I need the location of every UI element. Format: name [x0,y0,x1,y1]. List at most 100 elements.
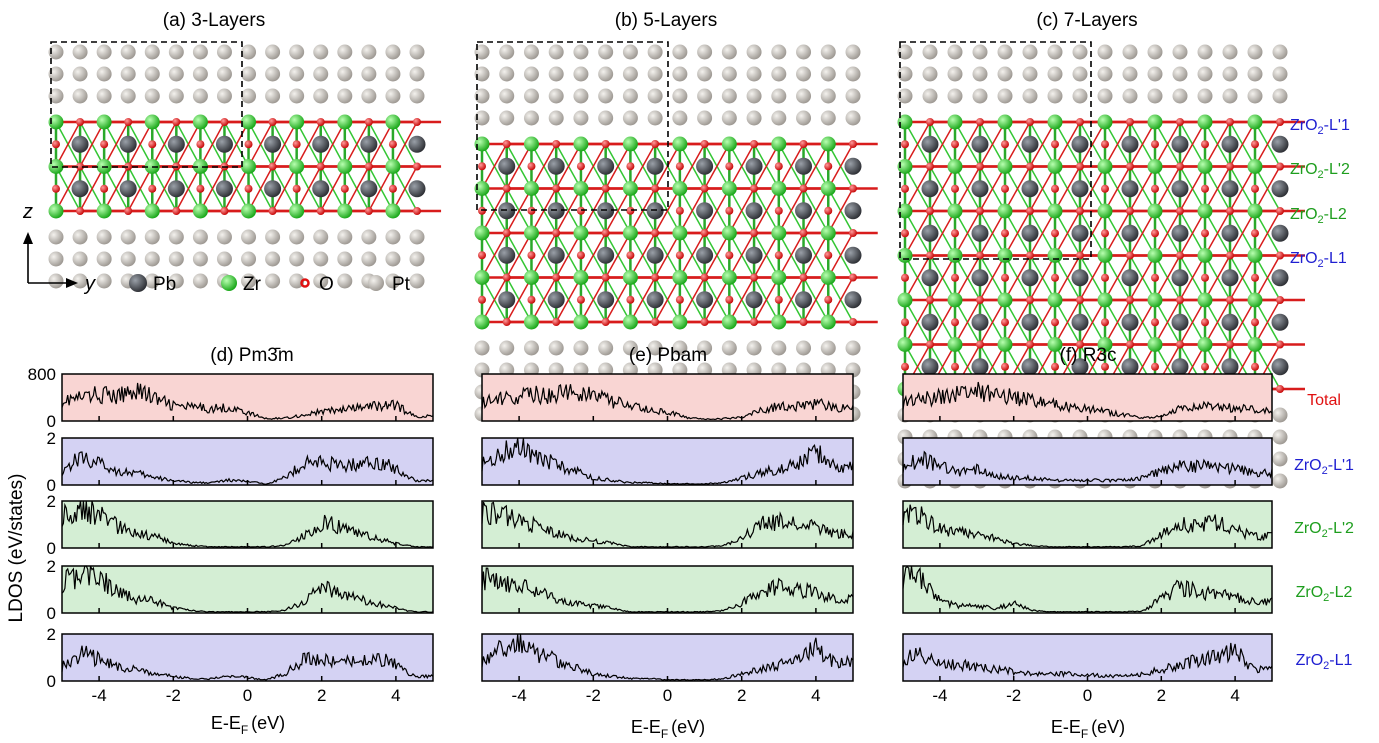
pt-atom [573,66,589,82]
o-atom [849,140,857,148]
bond [703,188,730,234]
zr-atom [523,136,539,152]
o-atom [1251,140,1259,149]
pt-atom [241,229,257,245]
pt-atom [72,44,88,60]
pb-atom [1071,313,1089,331]
pt-atom [474,88,490,104]
x-tick-label: 0 [243,686,252,705]
pt-atom [361,44,377,60]
zr-atom [721,270,737,285]
atomic-structures [48,41,1305,489]
pb-atom [971,224,989,242]
pt-atom [409,88,425,104]
zr-atom [1047,159,1063,174]
o-atom [1001,140,1009,149]
bond [1054,299,1081,345]
o-atom [901,229,909,238]
pt-atom [72,251,88,267]
pb-atom [547,291,565,309]
pt-atom [216,251,232,267]
pt-atom [1097,66,1113,82]
bond [1229,166,1256,212]
bond [320,166,346,212]
o-atom [552,318,561,326]
o-atom [1076,162,1084,171]
bond [827,188,854,234]
x-axis-label-f: E-EF (eV) [1051,717,1125,738]
pt-atom [523,66,539,82]
y-axis-label: y [83,273,96,295]
pt-atom [265,251,281,267]
pt-atom [721,110,737,126]
pt-atom [192,88,208,104]
pb-atom [971,180,989,198]
bond [1029,299,1056,345]
bond [1179,255,1206,301]
pb-atom [971,313,989,331]
zr-atom [337,203,353,219]
pt-atom [96,44,112,60]
pt-atom [922,44,938,60]
pt-atom [796,88,812,104]
pt-atom [647,88,663,104]
bond [605,232,632,278]
zr-atom [1197,159,1213,174]
pt-atom [820,340,836,356]
dos-row-panel: 0 2 -4 -2 0 2 4 [47,625,434,705]
o-atom [76,118,85,126]
zr-atom [573,136,589,152]
pt-atom [337,273,353,289]
pb-atom [1171,135,1189,153]
o-atom [1051,140,1059,149]
zr-atom [241,203,257,219]
zr-atom [523,225,539,241]
o-atom [700,229,709,237]
pb-atom [312,180,330,198]
bond [728,277,755,323]
bond [1204,255,1231,301]
pt-atom [672,44,688,60]
dos-series-line [61,500,434,548]
o-atom [1276,162,1284,171]
pt-atom [313,66,329,82]
x-tick-label: 0 [1083,686,1092,705]
dos-series-line [481,501,854,548]
o-atom [1051,273,1059,282]
unit-cell-box [476,41,669,211]
pt-atom [168,251,184,267]
o-atom [651,140,660,148]
o-atom [1276,340,1284,349]
pt-atom [697,88,713,104]
pt-atom [548,44,564,60]
o-atom [196,140,205,149]
zr-atom [523,181,539,196]
bond [1254,166,1281,212]
o-atom [413,207,421,215]
bond [1029,255,1056,301]
zr-atom [1097,248,1113,263]
bond [1079,121,1106,167]
pb-atom [921,269,939,287]
bond [1004,121,1031,167]
x-tick-label: -2 [1006,686,1021,705]
dos-title-f: (f) R3c [1060,345,1117,366]
bond [679,143,706,189]
pt-atom [897,88,913,104]
bond [1004,166,1031,212]
pb-atom [1121,269,1139,287]
o-atom [1201,273,1209,282]
pt-atom [622,66,638,82]
pb-atom [1071,358,1089,376]
zr-atom-icon [221,275,237,291]
dos-row-label: Total [1307,392,1341,409]
zr-atom [1047,248,1063,263]
pb-atom [71,180,89,198]
dos-row-label: ZrO2-L2 [1296,584,1353,604]
o-atom [1101,140,1109,149]
pt-atom [523,44,539,60]
o-atom [1226,162,1234,171]
bond [1204,121,1231,167]
o-atom [601,273,610,282]
pb-atom [1221,135,1239,153]
